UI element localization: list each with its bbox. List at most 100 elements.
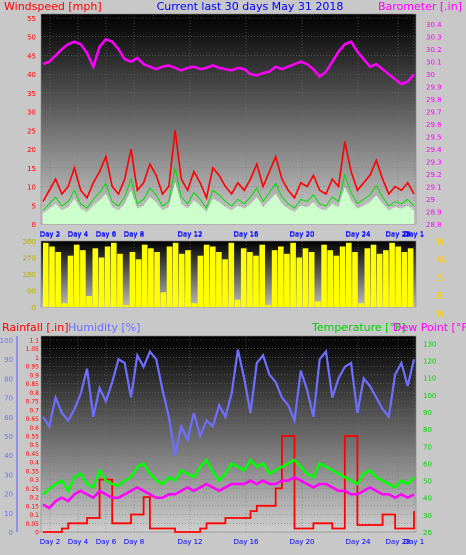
x-tick-label: Day 2 (40, 231, 61, 239)
wind-y-tick-label: 30 (27, 109, 36, 117)
temperature-line (42, 457, 415, 496)
wind-direction-bar (43, 242, 49, 307)
plot-border (40, 335, 417, 533)
compass-label: E (437, 291, 443, 302)
baro-y-tick-label: 29.8 (426, 96, 442, 104)
humidity-line (42, 348, 416, 456)
wind-direction-bar (308, 252, 315, 307)
temp-y-tick-label: 20 (423, 529, 432, 537)
baro-y-tick-label: 29.5 (426, 134, 442, 142)
wind-direction-bar (135, 259, 142, 307)
wind-direction-bar (265, 305, 272, 307)
x-tick-label: Day 1 (404, 230, 425, 238)
wind-direction-bar (346, 242, 352, 307)
wind-y-tick-label: 20 (27, 146, 36, 154)
wind-direction-bar (86, 296, 92, 307)
baro-y-tick-label: 29.2 (426, 171, 442, 179)
humidity-axis-label: Humidity [%] (68, 321, 140, 334)
rain-y-tick-label: 0.1 (29, 512, 39, 519)
baro-y-tick-label: 30.3 (426, 34, 442, 42)
wind-direction-bar (296, 257, 303, 307)
windspeed-axis-label: Windspeed [mph] (4, 0, 102, 13)
wind-direction-bar (271, 250, 278, 307)
wind-average-area (43, 181, 414, 224)
wind-baro-plot-area (41, 14, 416, 224)
humidity-y-tick-label: 70 (4, 395, 13, 403)
wind-direction-bar (166, 246, 173, 307)
wind-direction-bar (278, 246, 284, 307)
dir-y-tick-label: 360 (23, 238, 36, 246)
x-tick-label: Day 28 (386, 538, 411, 546)
rain-y-tick-label: 0.4 (29, 460, 39, 467)
wind-y-tick-label: 35 (27, 90, 36, 98)
rain-y-tick-label: 0.9 (29, 372, 39, 379)
baro-y-tick-label: 29.7 (426, 109, 442, 117)
rain-y-tick-label: 0.35 (26, 468, 40, 475)
baro-y-tick-label: 30.4 (426, 21, 442, 29)
temp-y-tick-label: 70 (423, 443, 432, 451)
rain-y-tick-label: 0 (35, 530, 39, 537)
baro-y-tick-label: 30.2 (426, 46, 442, 54)
x-tick-label: Day 8 (124, 538, 145, 546)
rain-y-tick-label: 0.85 (26, 381, 40, 388)
temp-y-tick-label: 40 (423, 495, 432, 503)
temp-y-tick-label: 30 (423, 512, 432, 520)
dir-y-tick-label: 180 (23, 271, 36, 279)
humidity-y-tick-label: 20 (4, 491, 13, 499)
wind-direction-bar (364, 248, 371, 307)
data-series (42, 37, 416, 533)
baro-y-tick-label: 29 (426, 196, 435, 204)
wind-y-tick-label: 15 (27, 165, 36, 173)
compass-label: S (437, 273, 443, 284)
wind-direction-bar (123, 305, 129, 307)
x-tick-label: Day 24 (346, 231, 372, 239)
wind-direction-bar (247, 252, 253, 307)
wind-direction-bar (80, 250, 86, 307)
wind-direction-bar (240, 248, 247, 307)
wind-direction-bar (389, 242, 395, 307)
humidity-y-tick-label: 50 (4, 433, 13, 441)
wind-direction-bar (67, 255, 74, 307)
x-tick-label: Day 16 (234, 538, 260, 546)
wind-gust-line (42, 167, 415, 211)
rain-y-tick-label: 1.1 (29, 338, 39, 345)
x-tick-label: Day 6 (96, 538, 117, 546)
wind-direction-bar (104, 246, 111, 307)
x-tick-label: Day 20 (290, 231, 315, 239)
wind-direction-bar (61, 303, 68, 307)
wind-direction-bar (395, 246, 401, 307)
rain-y-tick-label: 1 (35, 355, 39, 362)
wind-direction-bar (234, 299, 241, 307)
x-tick-label: Day 6 (96, 230, 117, 238)
humidity-y-tick-label: 100 (0, 337, 13, 345)
humidity-y-tick-label: 0 (9, 529, 13, 537)
baro-y-tick-label: 29.3 (426, 159, 442, 167)
rain-y-tick-label: 0.6 (29, 425, 39, 432)
baro-y-tick-label: 29.6 (426, 121, 442, 129)
temp-y-tick-label: 90 (423, 409, 432, 417)
wind-direction-bar (284, 253, 290, 307)
temp-y-tick-label: 60 (423, 460, 432, 468)
wind-direction-bar (197, 255, 204, 307)
rain-y-tick-label: 0.3 (29, 477, 39, 484)
dir-y-tick-label: 0 (32, 304, 36, 312)
temp-y-tick-label: 110 (423, 375, 436, 383)
wind-direction-bar (92, 248, 99, 307)
wind-direction-bar (333, 255, 340, 307)
x-tick-label: Day 20 (290, 538, 315, 546)
temp-y-tick-label: 80 (423, 426, 432, 434)
wind-y-tick-label: 10 (27, 184, 36, 192)
x-tick-label: Day 12 (178, 538, 203, 546)
wind-direction-bar (141, 244, 148, 307)
rain-y-tick-label: 0.95 (26, 364, 40, 371)
wind-direction-bar (185, 250, 191, 307)
x-tick-label: Day 4 (68, 231, 89, 239)
dewpoint-axis-label: Dew Point [°F] (393, 321, 466, 334)
wind-direction-bar (129, 252, 136, 307)
compass-label: N (437, 237, 444, 248)
x-tick-label: Day 12 (178, 231, 203, 239)
humidity-y-tick-label: 40 (4, 452, 13, 460)
dir-y-tick-label: 270 (23, 255, 36, 263)
x-tick-label: Day 28 (386, 230, 411, 238)
